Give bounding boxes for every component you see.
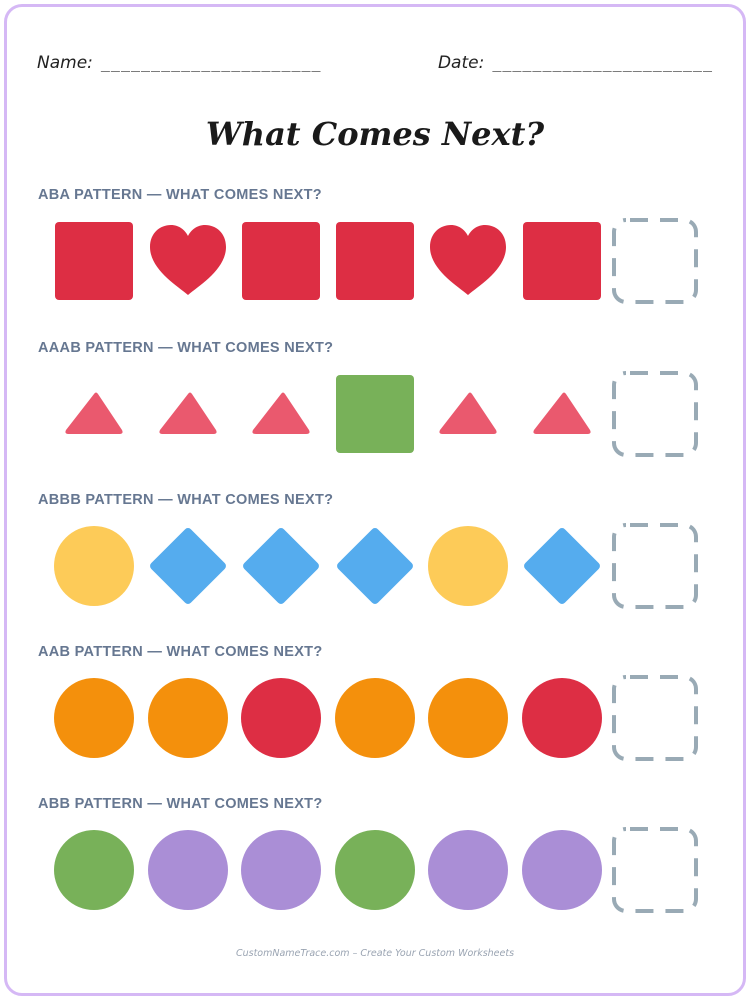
square-shape bbox=[519, 218, 605, 304]
diamond-shape bbox=[332, 523, 418, 609]
circle-shape bbox=[425, 827, 511, 913]
header-fields: Name: ______________________ Date: _____… bbox=[37, 53, 713, 73]
triangle-shape bbox=[425, 371, 511, 457]
circle-shape bbox=[51, 523, 137, 609]
circle-shape bbox=[332, 675, 418, 761]
triangle-shape bbox=[145, 371, 231, 457]
circle-shape bbox=[425, 675, 511, 761]
circle-shape bbox=[332, 827, 418, 913]
name-blank-line: ______________________ bbox=[100, 54, 322, 72]
pattern-row bbox=[51, 371, 711, 461]
triangle-shape bbox=[519, 371, 605, 457]
answer-box[interactable] bbox=[612, 827, 698, 913]
square-shape bbox=[332, 371, 418, 457]
circle-shape bbox=[425, 523, 511, 609]
pattern-row bbox=[51, 523, 711, 613]
date-label: Date: bbox=[437, 53, 485, 73]
circle-shape bbox=[145, 675, 231, 761]
pattern-label: AAAB PATTERN — WHAT COMES NEXT? bbox=[38, 340, 334, 356]
diamond-shape bbox=[519, 523, 605, 609]
pattern-label: ABB PATTERN — WHAT COMES NEXT? bbox=[38, 796, 323, 812]
heart-shape bbox=[145, 218, 231, 304]
answer-box[interactable] bbox=[612, 371, 698, 457]
pattern-label: ABBB PATTERN — WHAT COMES NEXT? bbox=[38, 492, 334, 508]
pattern-label: AAB PATTERN — WHAT COMES NEXT? bbox=[38, 644, 323, 660]
heart-shape bbox=[425, 218, 511, 304]
square-shape bbox=[238, 218, 324, 304]
circle-shape bbox=[51, 675, 137, 761]
answer-box[interactable] bbox=[612, 218, 698, 304]
pattern-row bbox=[51, 675, 711, 765]
triangle-shape bbox=[238, 371, 324, 457]
pattern-row bbox=[51, 218, 711, 308]
pattern-row bbox=[51, 827, 711, 917]
worksheet-page: Name: ______________________ Date: _____… bbox=[4, 4, 746, 996]
name-label: Name: bbox=[37, 53, 93, 73]
date-blank-line: ______________________ bbox=[492, 54, 713, 72]
square-shape bbox=[332, 218, 418, 304]
page-title: What Comes Next? bbox=[205, 115, 545, 153]
circle-shape bbox=[238, 827, 324, 913]
diamond-shape bbox=[238, 523, 324, 609]
name-field: Name: ______________________ bbox=[37, 53, 322, 73]
circle-shape bbox=[519, 827, 605, 913]
circle-shape bbox=[238, 675, 324, 761]
circle-shape bbox=[519, 675, 605, 761]
triangle-shape bbox=[51, 371, 137, 457]
answer-box[interactable] bbox=[612, 675, 698, 761]
circle-shape bbox=[145, 827, 231, 913]
answer-box[interactable] bbox=[612, 523, 698, 609]
date-field: Date: ______________________ bbox=[438, 53, 713, 73]
pattern-label: ABA PATTERN — WHAT COMES NEXT? bbox=[38, 187, 322, 203]
footer-credit: CustomNameTrace.com – Create Your Custom… bbox=[235, 948, 515, 959]
diamond-shape bbox=[145, 523, 231, 609]
square-shape bbox=[51, 218, 137, 304]
circle-shape bbox=[51, 827, 137, 913]
